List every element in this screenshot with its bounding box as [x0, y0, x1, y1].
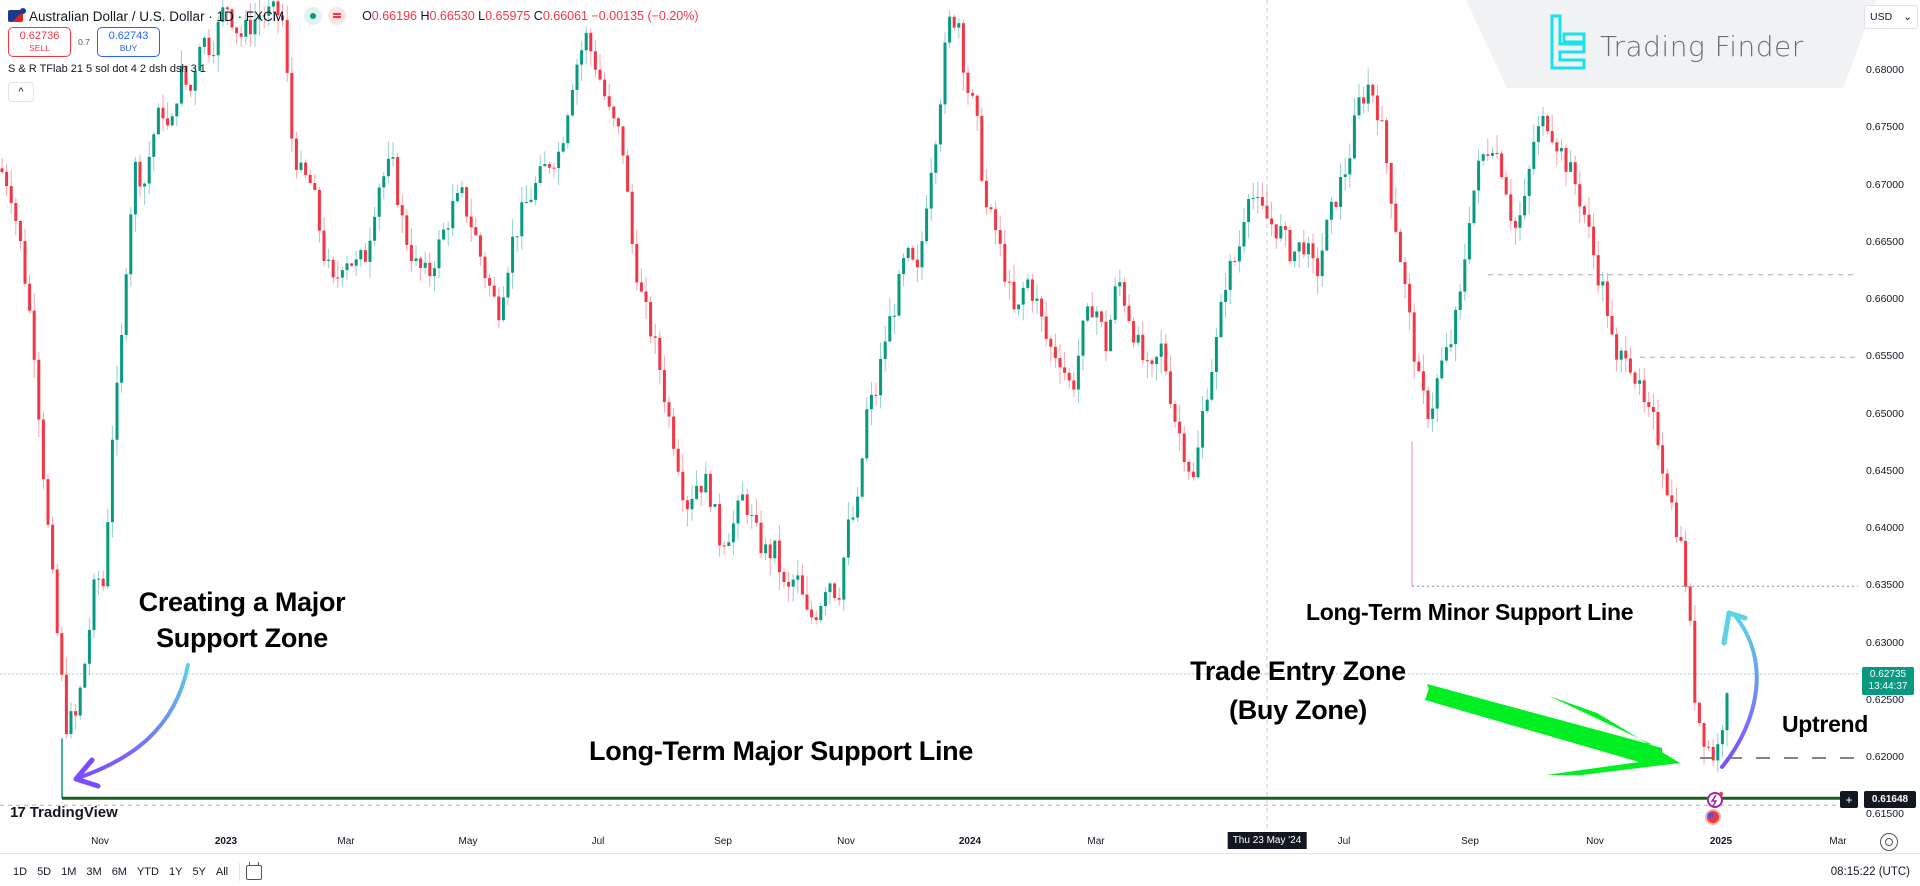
price-tick-label: 0.63500 — [1866, 579, 1904, 592]
time-tick-label: 2024 — [958, 836, 982, 847]
time-tick-label: Sep — [1461, 836, 1479, 847]
sell-price: 0.62736 — [19, 30, 60, 42]
time-tick-label: Jul — [591, 836, 605, 847]
sell-label: SELL — [29, 43, 50, 53]
annotation-minor-line: Long-Term Minor Support Line — [1306, 599, 1634, 625]
watermark-text: Trading Finder — [1600, 30, 1804, 63]
buy-price: 0.62743 — [108, 30, 149, 42]
close-value: 0.66061 — [542, 9, 589, 23]
chart-settings-gear-icon[interactable] — [1880, 833, 1898, 851]
bar-countdown: 13:44:37 — [1868, 681, 1908, 692]
utc-clock[interactable]: 08:15:22 (UTC) — [1830, 866, 1910, 878]
bottom-toolbar: 1D 5D 1M 3M 6M YTD 1Y 5Y All 08:15:22 (UTC) — [0, 858, 1920, 886]
low-value: 0.65975 — [485, 9, 531, 23]
time-tick-label: Sep — [714, 836, 732, 847]
price-tick-label: 0.65500 — [1866, 350, 1904, 363]
support-resistance-levels — [0, 274, 1858, 806]
annotation-major-line: Long-Term Major Support Line — [589, 736, 974, 766]
collapse-legend-button[interactable]: ^ — [8, 82, 34, 102]
change-value: −0.00135 (−0.20%) — [591, 9, 699, 23]
toolbar-divider — [239, 863, 241, 881]
time-tick-label: Mar — [337, 836, 355, 847]
event-lightning-icon — [1707, 792, 1723, 808]
time-axis[interactable]: Thu 23 May '24 Nov 2023 Mar May Jul Sep Nov 202… — [0, 830, 1920, 854]
price-tick-label: 0.67000 — [1866, 178, 1904, 191]
price-tick-label: 0.65000 — [1866, 407, 1904, 420]
add-alert-plus-button[interactable]: + — [1840, 791, 1858, 808]
symbol-title[interactable]: Australian Dollar / U.S. Dollar · 1D · F… — [29, 8, 285, 24]
price-tick-label: 0.66500 — [1866, 235, 1904, 248]
price-tick-label: 0.64500 — [1866, 464, 1904, 477]
uptrend-curved-arrow — [1720, 615, 1759, 769]
market-open-status-icon[interactable] — [304, 7, 323, 25]
major-zone-arrowhead-icon — [73, 757, 101, 789]
tradingview-mark-icon: 17 — [10, 804, 26, 821]
date-range-buttons: 1D 5D 1M 3M 6M YTD 1Y 5Y All — [8, 866, 233, 878]
range-button-6m[interactable]: 6M — [111, 866, 127, 878]
price-tick-label: 0.64000 — [1866, 522, 1904, 534]
uptrend-arrowhead-icon — [1721, 610, 1748, 646]
trading-finder-logo-icon — [1550, 14, 1586, 70]
candlestick-series — [0, 0, 1729, 773]
annotation-major-zone: Creating a Major Support Zone — [138, 587, 346, 653]
buy-button[interactable]: 0.62743 BUY — [97, 27, 160, 57]
range-button-1m[interactable]: 1M — [61, 866, 77, 878]
price-tick-label: 0.63000 — [1866, 636, 1904, 649]
time-tick-label: Jul — [1337, 836, 1351, 847]
annotation-drawings — [73, 610, 1759, 825]
sell-button[interactable]: 0.62736 SELL — [8, 27, 71, 57]
time-tick-label: May — [458, 836, 478, 847]
time-tick-label: Mar — [1829, 836, 1847, 847]
high-value: 0.66530 — [429, 9, 475, 23]
currency-value: USD — [1870, 11, 1893, 23]
time-tick-label: Nov — [837, 836, 855, 847]
range-button-5y[interactable]: 5Y — [192, 866, 206, 878]
range-button-1y[interactable]: 1Y — [168, 866, 183, 878]
range-button-all[interactable]: All — [215, 866, 229, 878]
annotation-uptrend: Uptrend — [1782, 711, 1869, 737]
major-zone-curved-arrow — [76, 663, 190, 780]
current-price-tag: 0.62735 13:44:37 — [1862, 667, 1914, 695]
crosshair-date-label: Thu 23 May '24 — [1227, 832, 1307, 849]
goto-date-calendar-icon[interactable] — [246, 861, 263, 880]
price-tick-label: 0.62500 — [1866, 693, 1904, 706]
currency-select[interactable]: USD ⌄ — [1864, 5, 1918, 29]
current-price-value: 0.62735 — [1869, 669, 1907, 680]
price-tick-label: 0.68000 — [1866, 64, 1904, 76]
ohlc-values: O0.66196 H0.66530 L0.65975 C0.66061 −0.0… — [362, 9, 699, 23]
range-button-3m[interactable]: 3M — [86, 866, 102, 878]
spread-value: 0.7 — [78, 37, 90, 47]
major-support-price-tag: 0.61648 — [1864, 791, 1916, 808]
time-tick-label: 2025 — [1709, 836, 1733, 847]
aud-usd-flag-icon — [8, 8, 26, 22]
range-button-ytd[interactable]: YTD — [136, 866, 159, 878]
price-tick-label: 0.67500 — [1866, 121, 1904, 134]
time-tick-label: Nov — [1586, 836, 1604, 847]
price-tick-label: 0.61500 — [1866, 808, 1904, 821]
time-tick-label: 2023 — [214, 836, 238, 847]
legend-menu-icon[interactable] — [328, 7, 347, 25]
tradingview-text: TradingView — [29, 804, 118, 821]
price-tick-label: 0.62000 — [1866, 751, 1904, 763]
buy-label: BUY — [119, 43, 138, 53]
range-button-1d[interactable]: 1D — [13, 866, 28, 878]
trade-buttons: 0.62736 SELL 0.7 0.62743 BUY — [8, 27, 160, 57]
time-tick-label: Nov — [91, 836, 109, 847]
indicator-legend[interactable]: S & R TFlab 21 5 sol dot 4 2 dsh dsh 3 1 — [8, 63, 206, 75]
range-button-5d[interactable]: 5D — [37, 866, 52, 878]
trading-finder-watermark — [1466, 0, 1876, 88]
open-value: 0.66196 — [371, 9, 417, 23]
chevron-down-icon: ⌄ — [1903, 11, 1912, 23]
time-tick-label: Mar — [1087, 836, 1105, 847]
tradingview-logo[interactable]: 17 TradingView — [10, 804, 118, 821]
price-tick-label: 0.66000 — [1866, 293, 1904, 305]
symbol-legend: Australian Dollar / U.S. Dollar · 1D · F… — [8, 7, 699, 25]
annotation-entry-zone: Trade Entry Zone (Buy Zone) — [1190, 656, 1406, 725]
